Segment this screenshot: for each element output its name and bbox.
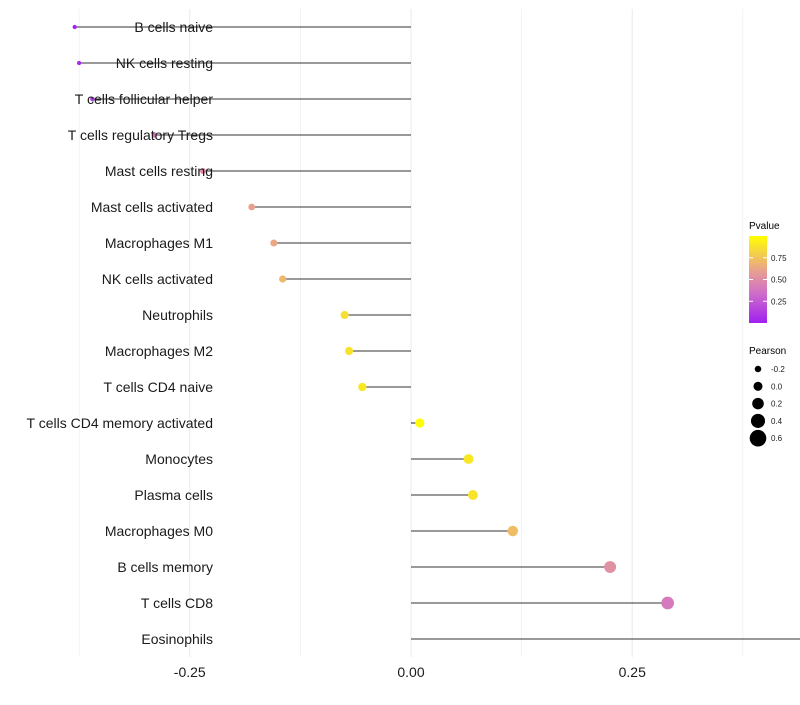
pearson-legend-dot xyxy=(754,365,762,373)
pearson-legend-dot xyxy=(753,381,763,391)
grid-layer xyxy=(78,9,744,657)
pvalue-legend-label: 0.25 xyxy=(771,297,787,306)
category-label: T cells CD8 xyxy=(141,595,213,611)
category-label: B cells naive xyxy=(134,19,213,35)
pearson-legend: Pearson -0.2 0.0 0.2 0.4 0.6 xyxy=(749,346,786,447)
category-label: Macrophages M1 xyxy=(105,235,213,251)
category-label: Monocytes xyxy=(145,451,213,467)
category-label: T cells CD4 naive xyxy=(104,379,214,395)
category-label: Macrophages M2 xyxy=(105,343,213,359)
pearson-legend-label: -0.2 xyxy=(771,365,785,374)
category-label: Eosinophils xyxy=(141,631,213,647)
pearson-legend-label: 0.0 xyxy=(771,382,783,391)
x-tick-label: -0.25 xyxy=(174,664,206,680)
category-label: B cells memory xyxy=(117,559,213,575)
lollipop-point xyxy=(199,167,207,175)
pvalue-legend: Pvalue 0.25 0.50 0.75 xyxy=(749,221,787,323)
pearson-legend-label: 0.4 xyxy=(771,417,783,426)
category-label: Neutrophils xyxy=(142,307,213,323)
lollipop-point xyxy=(248,203,256,211)
category-label: NK cells activated xyxy=(102,271,213,287)
category-label: T cells CD4 memory activated xyxy=(27,415,213,431)
lollipop-point xyxy=(279,275,287,283)
lollipop-point xyxy=(270,239,278,247)
x-tick-label: 0.25 xyxy=(619,664,646,680)
stem-layer xyxy=(74,26,800,640)
lollipop-point xyxy=(344,346,354,356)
pvalue-legend-label: 0.50 xyxy=(771,276,787,285)
category-labels: B cells naive NK cells resting T cells fol… xyxy=(27,19,214,647)
lollipop-point xyxy=(415,418,425,428)
lollipop-point xyxy=(151,132,158,138)
pvalue-legend-title: Pvalue xyxy=(749,221,780,232)
pearson-legend-label: 0.2 xyxy=(771,400,783,409)
pearson-legend-title: Pearson xyxy=(749,346,786,357)
lollipop-point xyxy=(463,454,474,464)
lollipop-point xyxy=(358,382,367,392)
category-label: Mast cells activated xyxy=(91,199,213,215)
pearson-legend-label: 0.6 xyxy=(771,434,783,443)
category-label: Plasma cells xyxy=(134,487,213,503)
pearson-legend-dot xyxy=(752,397,764,410)
x-axis-ticks: -0.250.000.250.50 xyxy=(174,664,646,680)
lollipop-point xyxy=(340,310,349,320)
x-tick-label: 0.00 xyxy=(397,664,424,680)
lollipop-point xyxy=(467,490,478,500)
pvalue-legend-label: 0.75 xyxy=(771,254,787,263)
lollipop-point xyxy=(76,60,82,66)
category-label: T cells regulatory Tregs xyxy=(68,127,213,143)
lollipop-point xyxy=(90,96,95,102)
point-layer xyxy=(72,24,674,610)
lollipop-point xyxy=(72,24,77,30)
pearson-legend-dot xyxy=(750,413,766,428)
pearson-legend-dot xyxy=(749,429,767,447)
category-label: NK cells resting xyxy=(116,55,213,71)
pvalue-colorbar xyxy=(749,236,767,323)
lollipop-point xyxy=(661,596,674,610)
lollipop-point xyxy=(507,525,519,537)
category-label: Macrophages M0 xyxy=(105,523,213,539)
category-label: T cells follicular helper xyxy=(75,91,214,107)
category-label: Mast cells resting xyxy=(105,163,213,179)
lollipop-point xyxy=(604,561,617,573)
